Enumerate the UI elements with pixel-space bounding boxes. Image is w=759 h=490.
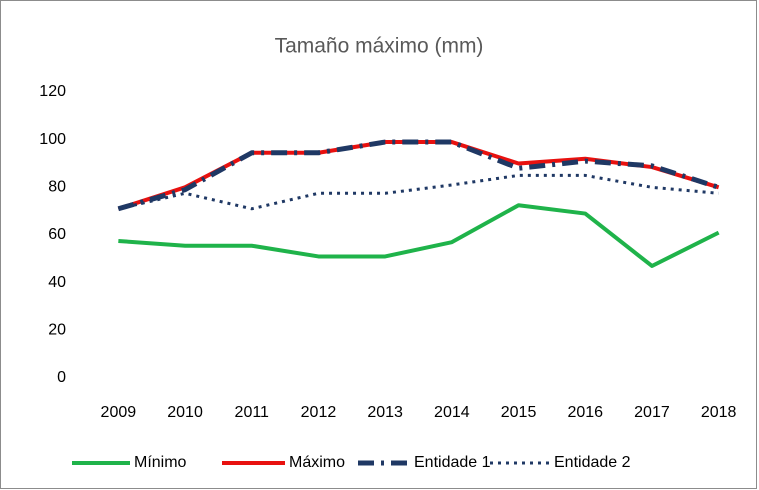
legend-label: Entidade 1 xyxy=(414,454,491,471)
x-tick-label: 2018 xyxy=(701,404,737,421)
y-tick-label: 20 xyxy=(48,322,66,339)
y-tick-label: 100 xyxy=(39,131,66,148)
legend-label: Mínimo xyxy=(134,454,187,471)
x-tick-label: 2011 xyxy=(235,404,270,421)
y-tick-label: 0 xyxy=(57,369,66,386)
series-line xyxy=(118,173,719,211)
y-tick-label: 80 xyxy=(48,179,66,196)
legend-label: Entidade 2 xyxy=(554,454,631,471)
x-tick-label: 2015 xyxy=(501,404,537,421)
x-tick-label: 2016 xyxy=(567,404,603,421)
x-tick-label: 2010 xyxy=(167,404,203,421)
x-tick-label: 2012 xyxy=(301,404,337,421)
x-tick-label: 2009 xyxy=(101,404,137,421)
y-tick-label: 120 xyxy=(39,83,66,100)
x-tick-label: 2014 xyxy=(434,404,470,421)
series-line xyxy=(117,139,720,212)
y-tick-label: 40 xyxy=(48,274,66,291)
x-tick-label: 2017 xyxy=(634,404,670,421)
chart-title: Tamaño máximo (mm) xyxy=(275,35,484,58)
x-tick-label: 2013 xyxy=(367,404,403,421)
legend-label: Máximo xyxy=(289,454,345,471)
series-line xyxy=(118,203,720,268)
y-tick-label: 60 xyxy=(48,226,66,243)
